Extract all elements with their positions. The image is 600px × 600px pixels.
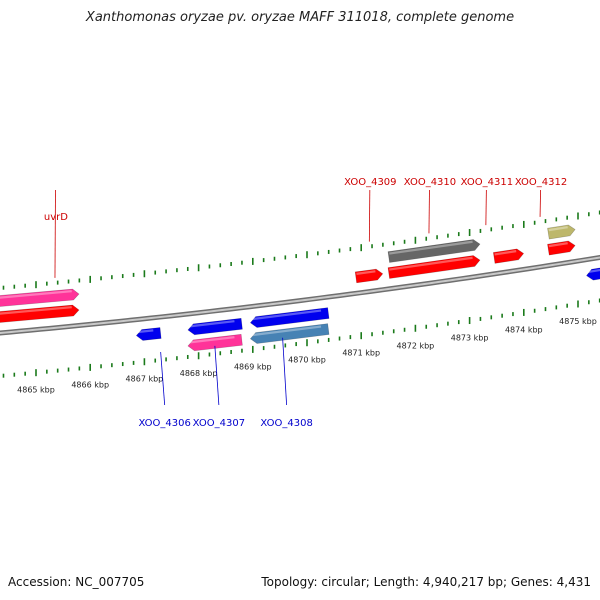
label-connector [428, 189, 430, 234]
tick-label: 4871 kbp [342, 349, 380, 358]
gene-label-forward: XOO_4309 [344, 177, 396, 188]
tick-label: 4869 kbp [234, 362, 272, 371]
tick-label: 4867 kbp [126, 375, 164, 384]
gene-label-reverse: XOO_4306 [138, 418, 190, 429]
label-connector [282, 337, 288, 406]
label-connector [368, 189, 371, 242]
tick-label: 4873 kbp [451, 334, 489, 343]
tick-label-track: 4865 kbp 4866 kbp 4867 kbp 4868 kbp 4869 kbp… [17, 317, 597, 395]
genome-summary-text: Topology: circular; Length: 4,940,217 bp… [261, 575, 591, 589]
cds-feature [547, 224, 576, 240]
tick-label: 4865 kbp [17, 386, 55, 395]
tick-label: 4872 kbp [397, 341, 435, 350]
gene-label-forward: XOO_4312 [515, 177, 567, 188]
tick-label: 4868 kbp [180, 369, 218, 378]
cds-feature [249, 307, 330, 328]
genome-backbone [0, 254, 600, 336]
gene-label-reverse: XOO_4307 [193, 418, 245, 429]
label-connector [214, 345, 220, 406]
cds-feature [387, 239, 481, 263]
label-connector [539, 189, 541, 217]
backbone-shadow [0, 254, 600, 336]
cds-feature [586, 260, 600, 281]
accession-text: Accession: NC_007705 [8, 575, 145, 589]
gene-label-forward: XOO_4311 [461, 177, 513, 188]
gene-label-forward: uvrD [44, 212, 68, 223]
gene-label-forward: XOO_4310 [404, 177, 456, 188]
cds-feature [249, 323, 330, 344]
gene-label-track: uvrD XOO_4309 XOO_4310 XOO_4311 XOO_4312 XOO_… [44, 177, 567, 429]
cds-feature [135, 327, 162, 341]
cds-feature [387, 255, 481, 279]
tick-label: 4875 kbp [559, 317, 597, 326]
map-title: Xanthomonas oryzae pv. oryzae MAFF 31101… [85, 10, 515, 25]
gene-label-reverse: XOO_4308 [260, 418, 312, 429]
cds-feature [547, 240, 576, 256]
cds-feature [0, 304, 80, 332]
feature-track [0, 224, 600, 352]
cds-feature [492, 248, 525, 264]
tick-label: 4866 kbp [71, 380, 109, 389]
cds-feature [354, 268, 384, 284]
forward-tick-track [2, 210, 600, 290]
tick-label: 4874 kbp [505, 325, 543, 334]
cds-feature [187, 333, 243, 352]
label-connector [54, 189, 56, 278]
label-connector [485, 189, 487, 226]
label-connector [160, 351, 166, 406]
backbone-highlight [0, 256, 600, 335]
reverse-tick-track [2, 298, 600, 378]
cds-feature [0, 288, 80, 316]
cds-feature [187, 317, 243, 336]
tick-label: 4870 kbp [288, 356, 326, 365]
